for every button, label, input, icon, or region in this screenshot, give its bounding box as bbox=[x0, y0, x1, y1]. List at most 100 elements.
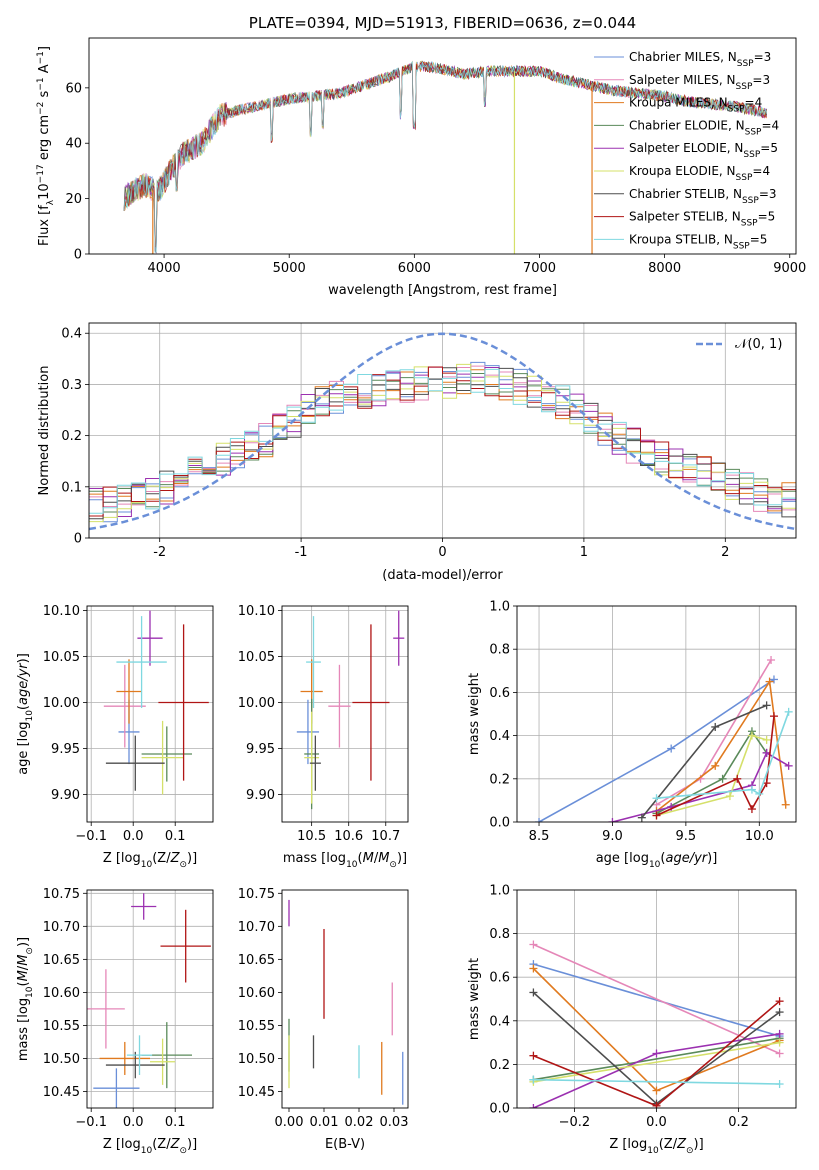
legend-label: Chabrier STELIB, NSSP=3 bbox=[629, 187, 777, 206]
legend-label: Kroupa STELIB, NSSP=5 bbox=[629, 232, 767, 251]
x-tick-label: 0.2 bbox=[728, 1115, 749, 1130]
axes-mass_vs_EBV: 0.00 0.01 0.02 0.03 10.45 10.50 10.55 10.60 10.6… bbox=[238, 887, 409, 1152]
x-tick-label: 4000 bbox=[148, 261, 181, 276]
y-tick-label: 10.50 bbox=[43, 1052, 80, 1067]
y-tick-label: 10.70 bbox=[238, 920, 275, 935]
y-tick-label: 1.0 bbox=[489, 600, 510, 615]
spectrum-series-line bbox=[123, 60, 768, 253]
y-tick-label: 0.8 bbox=[489, 643, 510, 658]
x-axis-label: age [log10(age/yr)] bbox=[596, 851, 718, 870]
histogram-series bbox=[89, 368, 796, 526]
weight-lines bbox=[529, 940, 784, 1108]
axes-frame bbox=[281, 889, 409, 1109]
legend-label: Salpeter ELODIE, NSSP=5 bbox=[629, 141, 778, 160]
weight-series-line bbox=[533, 1041, 780, 1083]
axes-frame bbox=[516, 889, 797, 1109]
y-tick-label: 0.0 bbox=[489, 816, 510, 831]
weight-lines bbox=[535, 656, 793, 822]
y-tick-label: 1.0 bbox=[489, 884, 510, 899]
weight-series-line bbox=[533, 963, 780, 1037]
y-tick-label: 10.60 bbox=[238, 986, 275, 1001]
spectrum-series-line bbox=[123, 61, 768, 253]
y-tick-label: 10.55 bbox=[43, 1019, 80, 1034]
axes-frame bbox=[516, 605, 797, 823]
x-tick-label: 9.0 bbox=[602, 829, 623, 844]
x-tick-label: 0.00 bbox=[275, 1115, 304, 1130]
x-axis-label: (data-model)/error bbox=[382, 568, 503, 583]
y-tick-label: 9.95 bbox=[51, 742, 80, 757]
figure-title: PLATE=0394, MJD=51913, FIBERID=0636, z=0… bbox=[249, 14, 636, 32]
x-tick-label: −0.2 bbox=[559, 1115, 591, 1130]
axes-frame bbox=[86, 889, 214, 1109]
y-tick-label: 0 bbox=[74, 248, 82, 263]
x-tick-label: 0 bbox=[438, 545, 446, 560]
x-tick-label: 9.5 bbox=[676, 829, 697, 844]
axes-age_vs_Z: −0.1 0.0 0.1 9.90 9.95 10.00 10.05 10.10 Z [log1… bbox=[16, 604, 214, 870]
y-tick-label: 10.10 bbox=[43, 604, 80, 619]
errorbar-group bbox=[288, 899, 404, 1105]
axes-frame bbox=[281, 605, 409, 823]
x-tick-label: 2 bbox=[721, 545, 729, 560]
y-tick-label: 10.45 bbox=[238, 1085, 275, 1100]
x-tick-label: 5000 bbox=[273, 261, 306, 276]
y-axis-label: mass weight bbox=[467, 958, 482, 1040]
normal-reference-curve bbox=[89, 332, 796, 531]
legend-label: Kroupa MILES, NSSP=4 bbox=[629, 96, 762, 115]
spectrum-series-line bbox=[123, 61, 768, 254]
x-tick-label: 0.1 bbox=[165, 1115, 186, 1130]
x-tick-label: 0.0 bbox=[646, 1115, 667, 1130]
y-tick-label: 10.65 bbox=[43, 953, 80, 968]
spectrum-series-line bbox=[123, 60, 768, 253]
histogram-group bbox=[89, 332, 796, 531]
y-tick-label: 10.75 bbox=[238, 887, 275, 902]
axes-residuals: -2 -1 0 1 2 0 0.1 0.2 0.3 0.4 (data-model)/error No… bbox=[37, 322, 797, 583]
y-tick-label: 0.0 bbox=[489, 1102, 510, 1117]
y-tick-label: 0.6 bbox=[489, 971, 510, 986]
spectrum-legend: Chabrier MILES, NSSP=3 Salpeter MILES, NS… bbox=[594, 50, 779, 251]
y-tick-label: 0.2 bbox=[489, 1058, 510, 1073]
y-tick-label: 0 bbox=[74, 532, 82, 547]
axes-mass_vs_Z: −0.1 0.0 0.1 10.45 10.50 10.55 10.60 10.65 10.70… bbox=[16, 887, 214, 1156]
y-tick-label: 10.00 bbox=[43, 696, 80, 711]
y-axis-label: mass weight bbox=[467, 673, 482, 755]
x-tick-label: 10.7 bbox=[371, 829, 400, 844]
x-tick-label: 10.6 bbox=[334, 829, 363, 844]
y-tick-label: 0.4 bbox=[489, 729, 510, 744]
x-tick-label: 7000 bbox=[523, 261, 556, 276]
x-axis-label: wavelength [Angstrom, rest frame] bbox=[328, 283, 557, 298]
y-axis-label: Normed distribution bbox=[37, 366, 52, 496]
y-tick-label: 0.4 bbox=[489, 1014, 510, 1029]
x-tick-label: 1 bbox=[580, 545, 588, 560]
y-tick-label: 9.95 bbox=[246, 742, 275, 757]
y-tick-label: 10.65 bbox=[238, 953, 275, 968]
y-tick-label: 20 bbox=[65, 192, 82, 207]
y-axis-label: age [log10(age/yr)] bbox=[16, 653, 35, 775]
y-tick-label: 9.90 bbox=[246, 788, 275, 803]
errorbar-group bbox=[296, 610, 405, 810]
y-tick-label: 9.90 bbox=[51, 788, 80, 803]
x-axis-label: mass [log10(M/M⊙)] bbox=[283, 851, 407, 870]
x-tick-label: 0.01 bbox=[310, 1115, 339, 1130]
y-tick-label: 10.45 bbox=[43, 1085, 80, 1100]
legend-label: Chabrier MILES, NSSP=3 bbox=[629, 50, 771, 69]
y-tick-label: 0.8 bbox=[489, 927, 510, 942]
x-tick-label: 10.0 bbox=[745, 829, 774, 844]
y-tick-label: 0.6 bbox=[489, 686, 510, 701]
axes-spectrum: 4000 5000 6000 7000 8000 9000 0 20 40 60 PLATE=039… bbox=[36, 14, 806, 298]
axes-frame bbox=[88, 37, 797, 255]
x-tick-label: 0.03 bbox=[380, 1115, 409, 1130]
spectrum-series-line bbox=[123, 60, 768, 254]
legend-label: Salpeter STELIB, NSSP=5 bbox=[629, 210, 775, 229]
legend-label: Salpeter MILES, NSSP=3 bbox=[629, 73, 770, 92]
y-axis-label: mass [log10(M/M⊙)] bbox=[16, 937, 35, 1061]
x-tick-label: -2 bbox=[153, 545, 166, 560]
y-tick-label: 0.1 bbox=[61, 480, 82, 495]
legend-label: Kroupa ELODIE, NSSP=4 bbox=[629, 164, 770, 183]
weight-series-line bbox=[656, 711, 790, 799]
y-axis-label: Flux [fλ10−17 erg cm−2 s−1 A−1] bbox=[36, 46, 56, 246]
y-tick-label: 60 bbox=[65, 81, 82, 96]
x-tick-label: -1 bbox=[295, 545, 308, 560]
y-tick-label: 10.55 bbox=[238, 1019, 275, 1034]
x-tick-label: 0.0 bbox=[123, 1115, 144, 1130]
